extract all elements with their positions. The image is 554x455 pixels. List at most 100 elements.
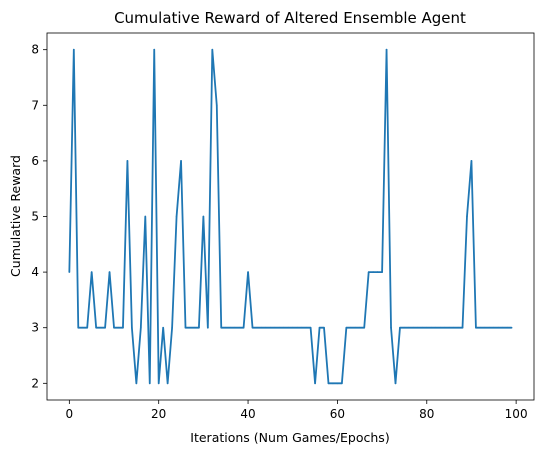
data-point	[323, 326, 325, 329]
data-point	[162, 326, 164, 329]
data-point	[439, 326, 441, 329]
plot-area	[46, 32, 535, 401]
data-point	[417, 326, 419, 329]
data-point	[475, 326, 477, 329]
y-tick-label: 7	[31, 98, 39, 112]
data-point	[95, 326, 97, 329]
data-point	[314, 382, 316, 385]
data-point	[77, 326, 80, 329]
data-point	[372, 271, 374, 273]
data-point	[461, 326, 464, 329]
x-tick-label: 80	[419, 407, 434, 421]
data-point	[157, 382, 160, 385]
data-point	[367, 271, 370, 273]
data-point	[117, 326, 120, 329]
data-point	[448, 326, 450, 329]
y-tick-label: 2	[31, 376, 39, 390]
data-point	[144, 215, 147, 218]
data-point	[470, 160, 473, 162]
data-point	[238, 326, 240, 329]
data-point	[421, 326, 424, 329]
data-point	[131, 326, 133, 329]
data-point	[274, 326, 276, 329]
data-point	[73, 48, 75, 51]
data-point	[198, 326, 200, 329]
data-point	[332, 382, 334, 385]
y-axis-title: Cumulative Reward	[8, 155, 23, 277]
data-point	[305, 326, 307, 329]
data-point	[354, 326, 357, 329]
data-point	[363, 326, 366, 329]
data-point	[488, 326, 491, 329]
data-point	[184, 326, 187, 329]
data-point	[336, 382, 339, 385]
y-tick-label: 5	[31, 210, 39, 224]
data-point	[229, 326, 231, 329]
data-point	[278, 326, 281, 329]
data-point	[399, 326, 401, 329]
data-point	[425, 326, 428, 329]
data-point	[171, 326, 173, 329]
data-point	[269, 326, 272, 329]
data-point	[90, 271, 93, 273]
data-point	[282, 326, 285, 329]
data-point	[99, 326, 102, 329]
data-point	[189, 326, 191, 329]
x-tick-label: 20	[151, 407, 166, 421]
x-tick-label: 60	[330, 407, 345, 421]
data-point	[434, 326, 437, 329]
data-point	[265, 326, 267, 329]
x-axis-title: Iterations (Num Games/Epochs)	[190, 430, 389, 445]
data-point	[153, 48, 156, 51]
data-point	[86, 326, 89, 329]
series-0	[68, 48, 513, 385]
data-point	[457, 326, 459, 329]
data-point	[193, 326, 196, 329]
y-tick-label: 3	[31, 321, 39, 335]
data-point	[300, 326, 303, 329]
data-point	[497, 326, 500, 329]
data-point	[506, 326, 508, 329]
data-point	[492, 326, 495, 329]
data-point	[81, 326, 84, 329]
data-point	[242, 326, 245, 329]
data-point	[287, 326, 290, 329]
data-point	[501, 326, 504, 329]
data-point	[381, 271, 383, 273]
y-tick-label: 6	[31, 154, 39, 168]
data-point	[247, 271, 249, 273]
data-point	[140, 326, 142, 329]
data-point	[251, 326, 254, 329]
x-tick-label: 100	[505, 407, 528, 421]
data-point	[211, 48, 214, 51]
data-point	[452, 326, 455, 329]
data-point	[104, 326, 106, 329]
data-point	[466, 215, 468, 218]
y-tick-label: 8	[31, 43, 39, 57]
data-point	[385, 48, 388, 51]
data-point	[122, 326, 124, 329]
data-point	[341, 382, 343, 385]
data-point	[394, 382, 397, 385]
data-point	[408, 326, 410, 329]
data-point	[224, 326, 227, 329]
data-point	[260, 326, 263, 329]
data-point	[166, 382, 169, 385]
data-point	[350, 326, 352, 329]
data-point	[358, 326, 361, 329]
data-point	[207, 326, 209, 329]
x-axis: 0 20 40 60 80 100	[66, 400, 528, 421]
data-point	[180, 160, 182, 162]
data-point	[126, 160, 129, 162]
data-point	[113, 326, 115, 329]
data-point	[68, 271, 71, 273]
y-tick-label: 4	[31, 265, 39, 279]
data-point	[345, 326, 348, 329]
data-point	[479, 326, 482, 329]
data-point	[175, 215, 178, 218]
chart-title: Cumulative Reward of Altered Ensemble Ag…	[114, 9, 466, 27]
data-point	[220, 326, 223, 329]
data-point	[510, 326, 513, 329]
data-point	[148, 382, 151, 385]
data-point	[233, 326, 236, 329]
